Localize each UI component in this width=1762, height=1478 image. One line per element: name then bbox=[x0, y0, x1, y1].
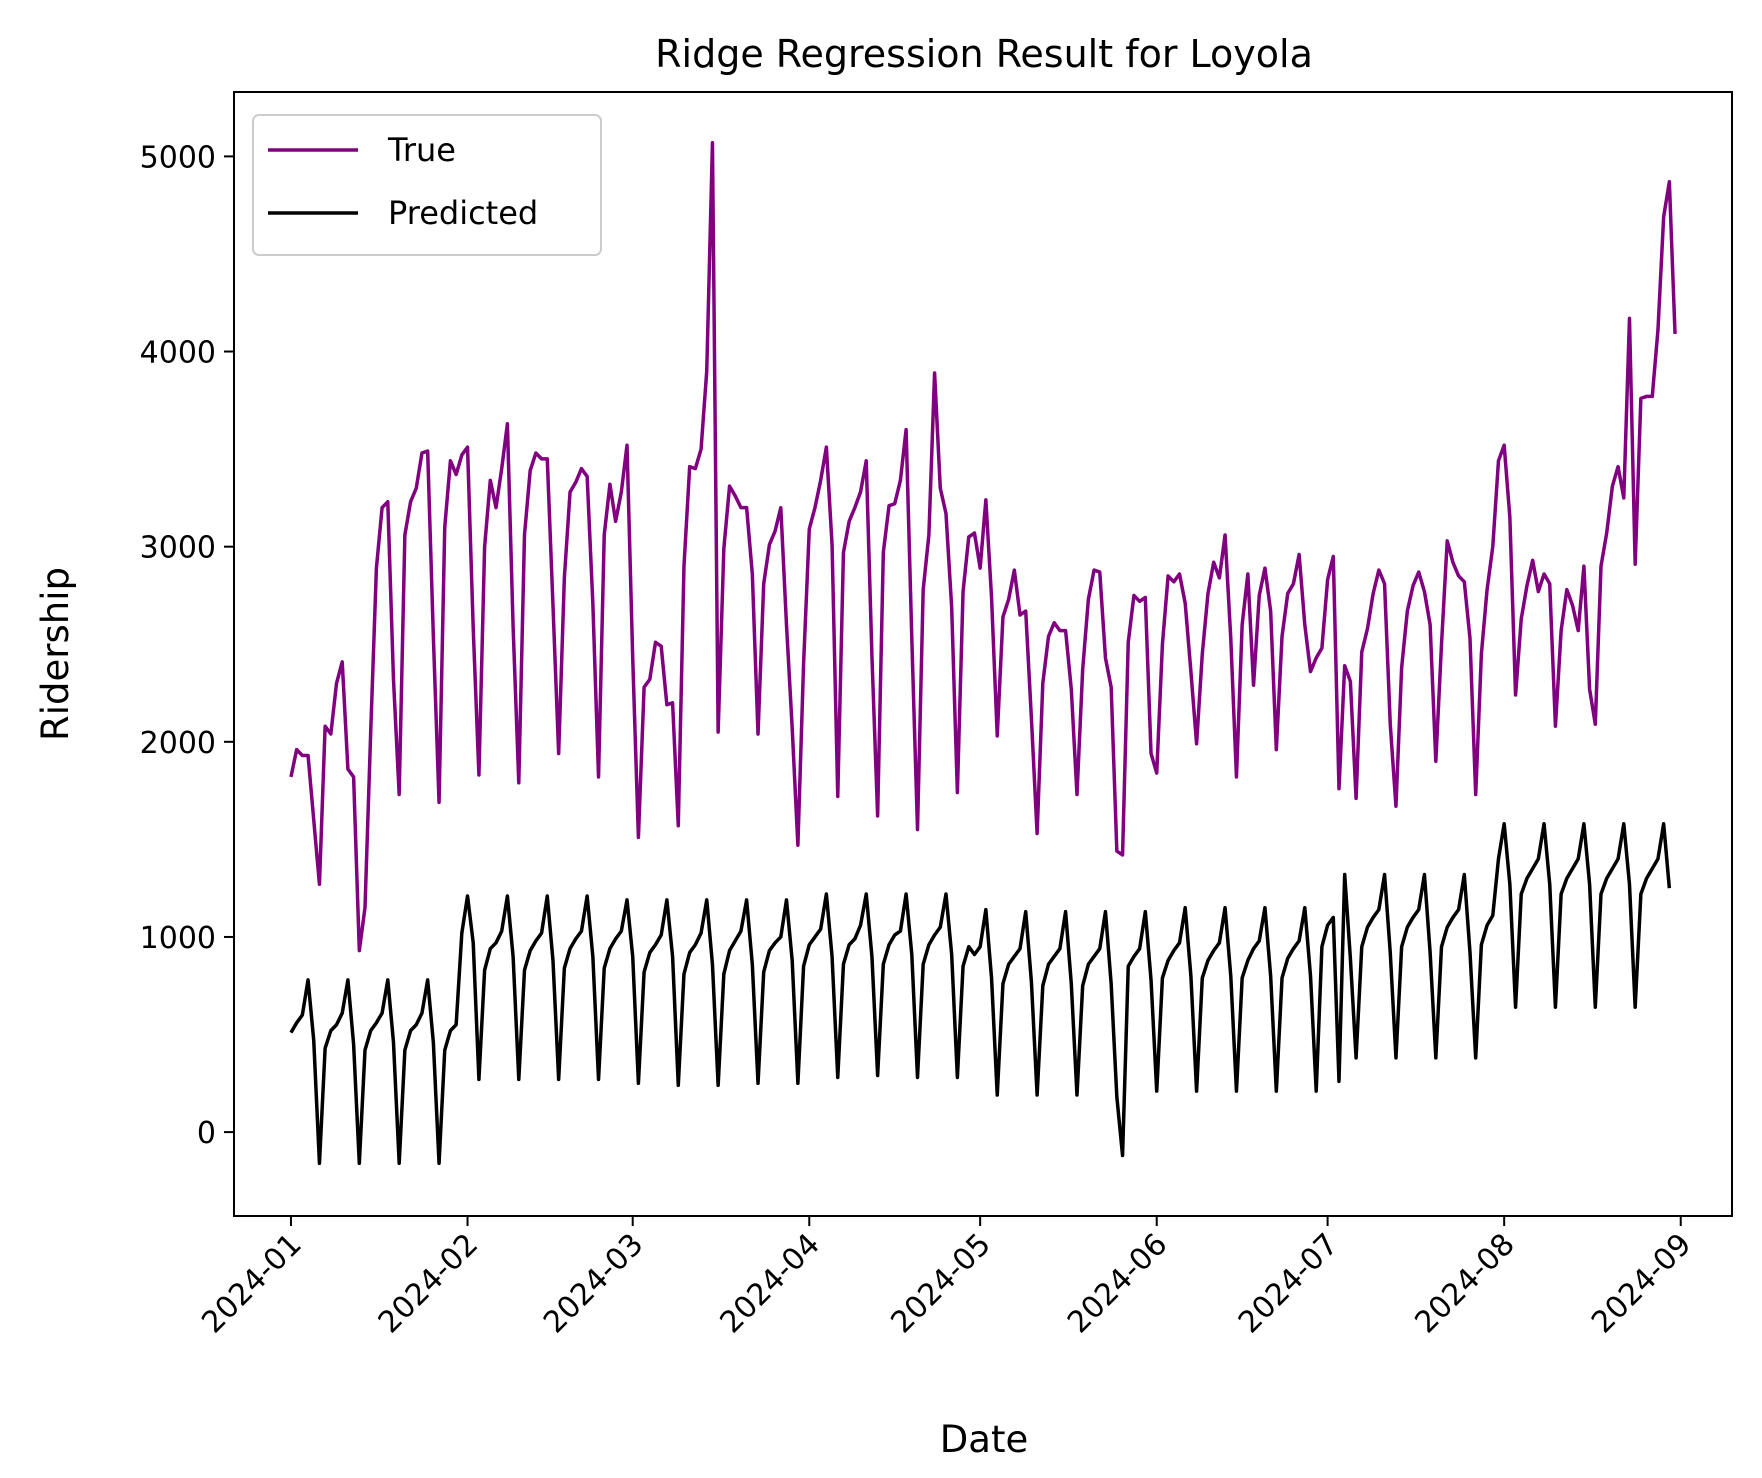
y-axis-title: Ridership bbox=[34, 567, 77, 741]
plot-lines bbox=[289, 140, 1677, 1166]
legend: True Predicted bbox=[252, 114, 602, 256]
legend-label-true: True bbox=[387, 131, 456, 169]
series-line-predicted bbox=[289, 822, 1672, 1166]
y-tick-label: 2000 bbox=[140, 726, 216, 761]
y-tick-label: 5000 bbox=[140, 140, 216, 175]
y-tick-label: 1000 bbox=[140, 921, 216, 956]
y-tick-label: 4000 bbox=[140, 336, 216, 371]
y-axis: 0 1000 2000 3000 4000 5000 bbox=[140, 140, 234, 1151]
plot-frame bbox=[233, 91, 1733, 1217]
x-axis-title: Date bbox=[940, 1418, 1028, 1461]
y-tick-label: 0 bbox=[197, 1116, 216, 1151]
series-line-true bbox=[289, 140, 1677, 953]
legend-label-predicted: Predicted bbox=[388, 194, 538, 232]
chart-title: Ridge Regression Result for Loyola bbox=[655, 32, 1313, 76]
y-tick-label: 3000 bbox=[140, 531, 216, 566]
